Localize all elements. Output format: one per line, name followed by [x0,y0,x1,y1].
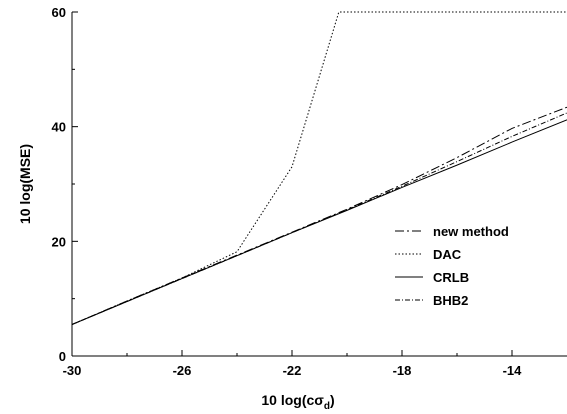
y-axis-label: 10 log(MSE) [17,144,33,224]
y-tick-label: 60 [52,5,66,20]
y-tick-label: 20 [52,234,66,249]
series-line-new-method [71,106,567,325]
y-tick-label: 40 [52,120,66,135]
series-line-dac [71,11,567,325]
x-tick-label: -22 [283,363,302,378]
x-axis-label: 10 log(cσd) [261,392,334,412]
y-tick-label: 0 [59,349,66,364]
legend: new method DAC CRLB BHB2 [395,224,509,308]
x-tick-label: -18 [393,363,412,378]
series-lines [71,11,567,325]
legend-label: new method [433,224,509,239]
axes: 0 20 40 60 -30 -26 -22 -18 -14 [52,5,567,378]
legend-label: BHB2 [433,293,468,308]
legend-label: DAC [433,247,462,262]
series-line-crlb [71,119,567,325]
legend-label: CRLB [433,270,469,285]
x-tick-label: -30 [63,363,82,378]
x-tick-label: -26 [173,363,192,378]
x-tick-label: -14 [503,363,523,378]
